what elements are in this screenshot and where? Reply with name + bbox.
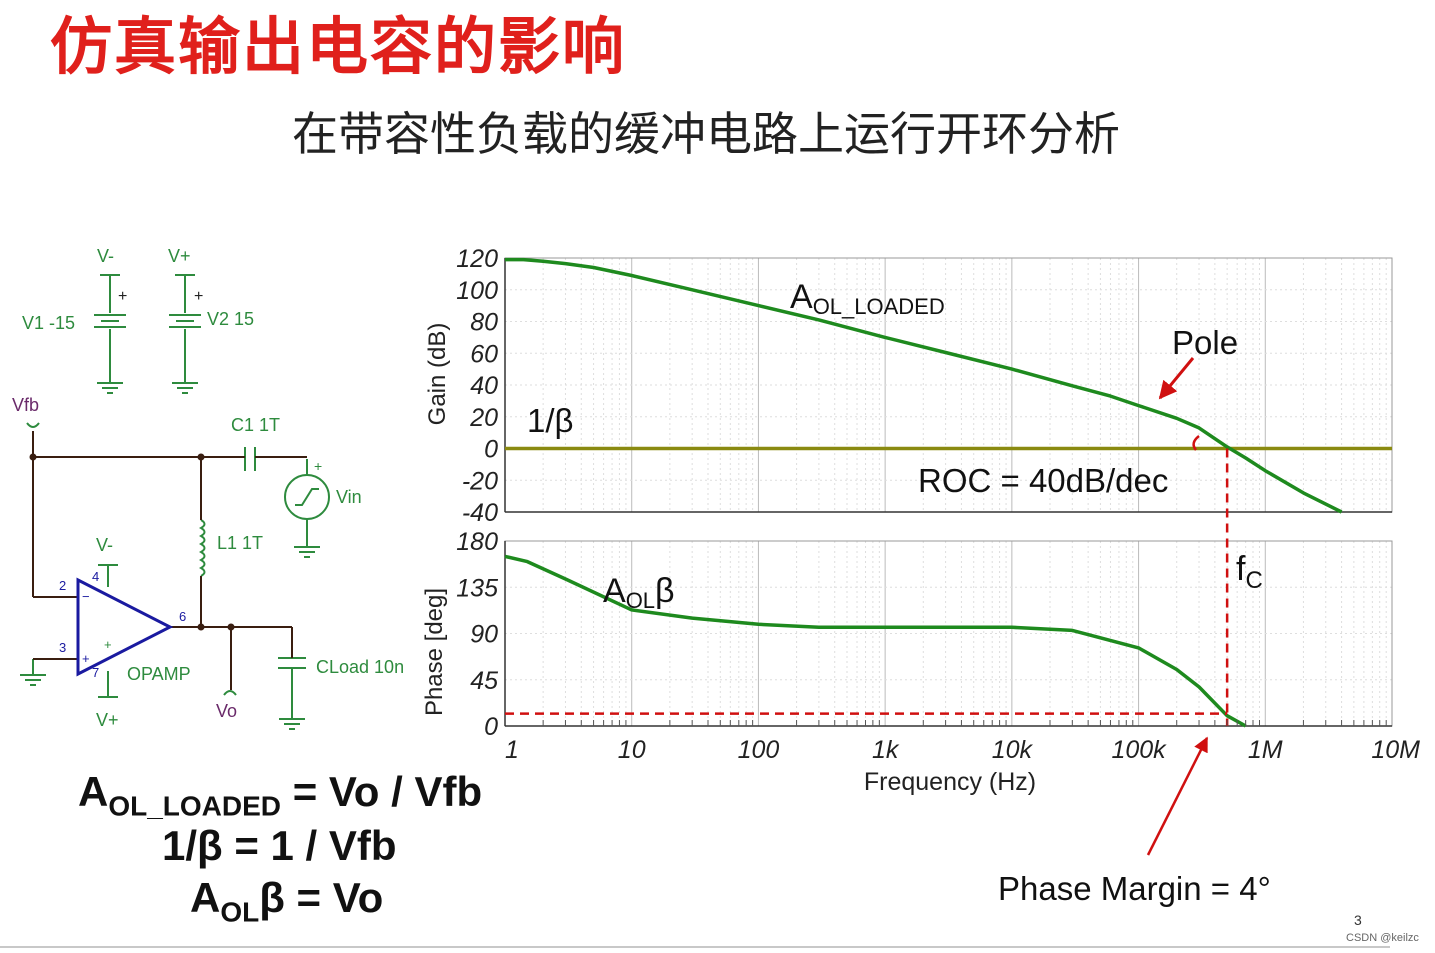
pin6-label: 6 xyxy=(179,609,186,624)
phase-axis-label: Phase [deg] xyxy=(421,588,448,716)
frequency-axis-label: Frequency (Hz) xyxy=(864,768,1036,796)
phase-tick-label: 135 xyxy=(456,574,498,602)
frequency-tick-label: 10k xyxy=(992,736,1034,764)
cload-label: CLoad 10n xyxy=(316,657,404,677)
footer-divider xyxy=(0,946,1390,948)
pole-annotation: Pole xyxy=(1172,324,1238,361)
v1-plus-label: + xyxy=(118,288,127,305)
page-title: 仿真输出电容的影响 xyxy=(50,10,627,83)
gain-tick-label: 0 xyxy=(484,436,498,464)
pin2-label: 2 xyxy=(59,578,66,593)
phase-tick-label: 0 xyxy=(484,713,498,741)
fc-annotation: fC xyxy=(1236,550,1263,594)
equation-inv-beta: 1/β = 1 / Vfb xyxy=(162,822,397,869)
v1-node-label: V- xyxy=(97,246,114,266)
v2-plus-label: + xyxy=(194,288,203,305)
page-subtitle: 在带容性负载的缓冲电路上运行开环分析 xyxy=(292,107,1120,161)
phase-tick-label: 90 xyxy=(470,621,498,649)
pin-plus-label: + xyxy=(82,651,90,666)
roc-annotation: ROC = 40dB/dec xyxy=(918,462,1168,499)
frequency-tick-label: 1M xyxy=(1248,736,1283,764)
inv-beta-annotation: 1/β xyxy=(527,402,574,439)
page-number: 3 xyxy=(1354,912,1362,928)
c1-label: C1 1T xyxy=(231,415,280,435)
vfb-label: Vfb xyxy=(12,395,39,415)
opamp-vminus-label: V- xyxy=(96,535,113,555)
watermark: CSDN @keilzc xyxy=(1346,932,1419,944)
gain-tick-label: 40 xyxy=(470,372,498,400)
frequency-tick-label: 10M xyxy=(1371,736,1420,764)
l1-label: L1 1T xyxy=(217,533,263,553)
gain-tick-label: -20 xyxy=(462,467,498,495)
aol-loaded-curve xyxy=(505,257,1343,514)
pin3-label: 3 xyxy=(59,640,66,655)
gain-tick-label: 20 xyxy=(469,404,498,432)
opamp-symbol xyxy=(76,577,174,677)
v1-label: V1 -15 xyxy=(22,313,75,333)
pin-minus-label: − xyxy=(82,589,90,604)
frequency-tick-label: 100 xyxy=(738,736,780,764)
aolb-annotation: AOLβ xyxy=(603,572,675,613)
opamp-label: OPAMP xyxy=(127,664,191,684)
equation-aol-loaded: AOL_LOADED = Vo / Vfb xyxy=(78,768,483,822)
frequency-tick-label: 10 xyxy=(618,736,646,764)
pin4-label: 4 xyxy=(92,569,99,584)
vin-label: Vin xyxy=(336,487,362,507)
opamp-inner-plus: + xyxy=(104,637,112,652)
pin7-label: 7 xyxy=(92,665,99,680)
circuit-schematic: V- V+ V1 -15 V2 15 + + Vfb C1 1T + Vin L… xyxy=(12,246,404,730)
frequency-tick-label: 1k xyxy=(872,736,900,764)
phase-margin-arrow xyxy=(1146,736,1209,856)
phase-tick-label: 45 xyxy=(470,667,498,695)
gain-tick-label: 80 xyxy=(470,309,498,337)
aol-beta-phase-curve xyxy=(504,554,1247,728)
vin-plus-label: + xyxy=(314,458,322,474)
gain-tick-label: 120 xyxy=(456,245,498,273)
pole-arrow xyxy=(1158,357,1195,400)
gain-tick-label: 60 xyxy=(470,340,498,368)
vo-label: Vo xyxy=(216,701,237,721)
gain-tick-label: -40 xyxy=(462,499,498,527)
roc-angle-mark xyxy=(1192,435,1200,451)
gain-tick-label: 100 xyxy=(456,277,498,305)
phase-margin-annotation: Phase Margin = 4° xyxy=(998,870,1271,907)
frequency-tick-label: 1 xyxy=(505,736,519,764)
frequency-tick-label: 100k xyxy=(1111,736,1167,764)
v2-node-label: V+ xyxy=(168,246,191,266)
gain-axis-label: Gain (dB) xyxy=(424,323,451,426)
v2-label: V2 15 xyxy=(207,309,254,329)
aol-loaded-annotation: AOL_LOADED xyxy=(790,278,945,319)
phase-tick-label: 180 xyxy=(456,528,498,556)
equation-aol-beta: AOLβ = Vo xyxy=(190,874,384,928)
opamp-vplus-label: V+ xyxy=(96,710,119,730)
